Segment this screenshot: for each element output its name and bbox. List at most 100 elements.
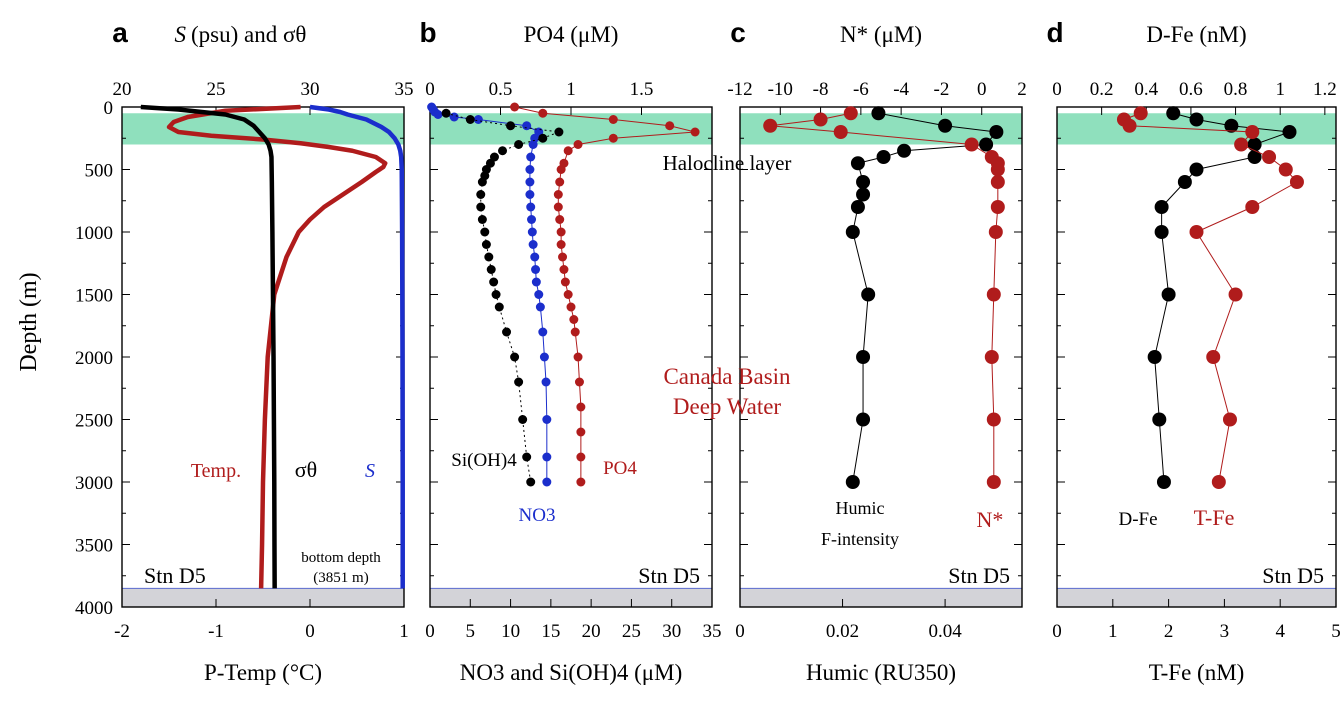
data-point bbox=[1245, 125, 1260, 139]
data-point bbox=[554, 127, 564, 137]
bottom-tick-label: 5 bbox=[466, 621, 476, 642]
data-point bbox=[525, 165, 535, 174]
plot-frame bbox=[429, 106, 713, 608]
data-point bbox=[1189, 225, 1204, 239]
series-N* bbox=[763, 106, 1005, 489]
data-point bbox=[566, 302, 576, 312]
y-tick-label: 3000 bbox=[75, 473, 113, 494]
top-tick-label: 0 bbox=[1052, 79, 1062, 100]
top-tick-label: 0.6 bbox=[1179, 79, 1203, 100]
data-point bbox=[542, 477, 552, 487]
data-point bbox=[465, 115, 475, 124]
data-point bbox=[526, 477, 536, 487]
data-point bbox=[1289, 175, 1304, 189]
halocline-label: Halocline layer bbox=[663, 151, 792, 175]
data-point bbox=[559, 265, 569, 274]
data-point bbox=[542, 452, 552, 462]
data-point bbox=[541, 377, 551, 387]
top-tick-label: 1 bbox=[1275, 79, 1285, 100]
data-point bbox=[538, 108, 548, 118]
top-tick-label: -8 bbox=[813, 79, 829, 100]
data-point bbox=[986, 412, 1001, 427]
series-σθ bbox=[140, 104, 277, 589]
top-tick-label: -6 bbox=[853, 79, 869, 100]
y-axis-label: Depth (m) bbox=[16, 272, 42, 371]
data-point bbox=[986, 475, 1001, 489]
y-tick-label: 1500 bbox=[75, 286, 113, 307]
data-point bbox=[539, 352, 549, 362]
data-point bbox=[535, 302, 545, 312]
data-point bbox=[876, 150, 891, 164]
bottom-tick-label: 25 bbox=[622, 621, 641, 642]
data-point bbox=[553, 190, 563, 199]
series-line bbox=[1154, 112, 1290, 483]
data-point bbox=[502, 327, 512, 337]
data-point bbox=[576, 477, 586, 487]
top-tick-label: 0.5 bbox=[489, 79, 513, 100]
top-tick-label: -2 bbox=[934, 79, 950, 100]
bottom-tick-label: 1 bbox=[399, 621, 409, 642]
y-tick-label: 2500 bbox=[75, 411, 113, 432]
top-tick-label: 1.2 bbox=[1313, 79, 1337, 100]
data-point bbox=[518, 415, 528, 424]
data-point bbox=[573, 352, 583, 362]
top-tick-label: 1.5 bbox=[630, 79, 654, 100]
station-label: Stn D5 bbox=[638, 563, 700, 588]
data-point bbox=[484, 252, 494, 262]
y-tick-label: 1000 bbox=[75, 223, 113, 244]
bottom-tick-label: 30 bbox=[662, 621, 681, 642]
data-point bbox=[964, 137, 979, 152]
top-tick-label: 30 bbox=[301, 79, 320, 100]
data-point bbox=[476, 190, 486, 199]
data-point bbox=[522, 121, 532, 131]
bottom-tick-label: 1 bbox=[1108, 621, 1118, 642]
data-point bbox=[527, 227, 537, 237]
series-D-Fe bbox=[1147, 106, 1297, 489]
top-tick-label: 0 bbox=[425, 79, 435, 100]
deep-water-label-2: Deep Water bbox=[673, 394, 782, 419]
data-point bbox=[850, 200, 865, 214]
top-tick-label: 35 bbox=[395, 79, 414, 100]
series-line bbox=[770, 112, 999, 482]
data-point bbox=[476, 202, 486, 212]
data-point bbox=[845, 225, 860, 239]
bottom-tick-label: 15 bbox=[541, 621, 560, 642]
temp-label: Temp. bbox=[191, 460, 241, 482]
data-point bbox=[690, 127, 700, 137]
data-point bbox=[525, 177, 535, 187]
data-point bbox=[531, 265, 541, 274]
bottom-tick-label: -2 bbox=[114, 621, 130, 642]
top-tick-label: 0.8 bbox=[1224, 79, 1248, 100]
data-point bbox=[1161, 287, 1176, 302]
data-point bbox=[574, 377, 584, 387]
y-tick-label: 3500 bbox=[75, 536, 113, 557]
y-tick-label: 0 bbox=[104, 98, 114, 119]
panels: 20 25 30 35-2 -1 0 1a S (psu) and σθP-Temp (°C)S… bbox=[112, 17, 1341, 685]
data-point bbox=[491, 290, 501, 299]
data-point bbox=[1133, 106, 1148, 121]
data-point bbox=[1262, 150, 1277, 164]
data-point bbox=[763, 118, 778, 133]
data-point bbox=[534, 290, 544, 299]
data-point bbox=[558, 252, 568, 262]
top-title: (psu) and σθ bbox=[191, 22, 306, 47]
data-point bbox=[1122, 118, 1137, 133]
humic-label-1: Humic bbox=[836, 498, 885, 518]
bottom-depth-label: bottom depth bbox=[301, 550, 381, 566]
top-tick-label: -10 bbox=[768, 79, 793, 100]
bottom-tick-label: 3 bbox=[1220, 621, 1230, 642]
sigma-label: σθ bbox=[295, 457, 317, 482]
nstar-label: N* bbox=[977, 507, 1004, 532]
top-title: N* (μM) bbox=[840, 22, 922, 47]
data-point bbox=[556, 165, 566, 174]
bottom-axis-label: NO3 and Si(OH)4 (μM) bbox=[460, 660, 683, 685]
data-point bbox=[449, 112, 459, 122]
tfe-label: T-Fe bbox=[1194, 505, 1235, 530]
data-point bbox=[986, 287, 1001, 302]
data-point bbox=[489, 277, 499, 287]
data-point bbox=[843, 106, 858, 121]
data-point bbox=[845, 475, 860, 489]
data-point bbox=[1222, 412, 1237, 427]
data-point bbox=[1211, 475, 1226, 489]
y-axis: Depth (m) 0 500 1000 1500 2000 2500 3000 3500 40… bbox=[16, 98, 113, 619]
